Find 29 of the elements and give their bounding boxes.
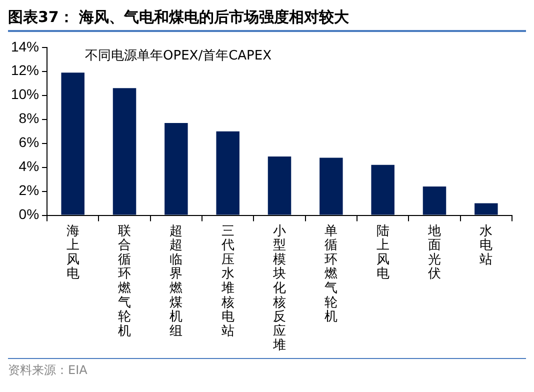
y-tick-label: 12% — [10, 62, 40, 78]
chart-title: 图表37： 海风、气电和煤电的后市场强度相对较大 — [8, 8, 526, 32]
x-tick-label: 超超临界燃煤机组 — [170, 224, 183, 339]
x-tick-label: 水电站 — [480, 224, 493, 268]
y-tick-label: 2% — [18, 182, 40, 198]
x-tick-label: 联合循环燃气轮机 — [118, 224, 132, 339]
y-tick-label: 10% — [10, 86, 40, 102]
bar — [371, 164, 394, 215]
y-tick-label: 14% — [10, 38, 40, 54]
x-tick-label: 陆上风电 — [376, 224, 390, 282]
x-tick-label: 三代压水堆核电站 — [220, 224, 234, 339]
text: 资料来源：EIA — [8, 362, 88, 379]
bar — [164, 122, 188, 215]
category-label: 小型模块化核反应堆 — [273, 224, 286, 354]
bar — [268, 156, 292, 215]
x-tick-label: 地面光伏 — [427, 224, 442, 282]
x-tick-label: 海上风电 — [66, 224, 80, 282]
bar — [216, 131, 240, 215]
bar — [61, 72, 84, 215]
bar — [422, 186, 446, 215]
chart-subtitle: 不同电源单年OPEX/首年CAPEX — [85, 48, 272, 64]
bar — [112, 88, 136, 215]
x-tick-label: 单循环燃气轮机 — [324, 224, 338, 325]
y-tick-label: 6% — [18, 134, 40, 150]
y-tick-label: 0% — [18, 206, 40, 222]
y-tick-label: 4% — [18, 158, 40, 174]
bar — [474, 203, 498, 215]
y-tick-label: 8% — [18, 110, 40, 126]
bar — [320, 158, 343, 215]
